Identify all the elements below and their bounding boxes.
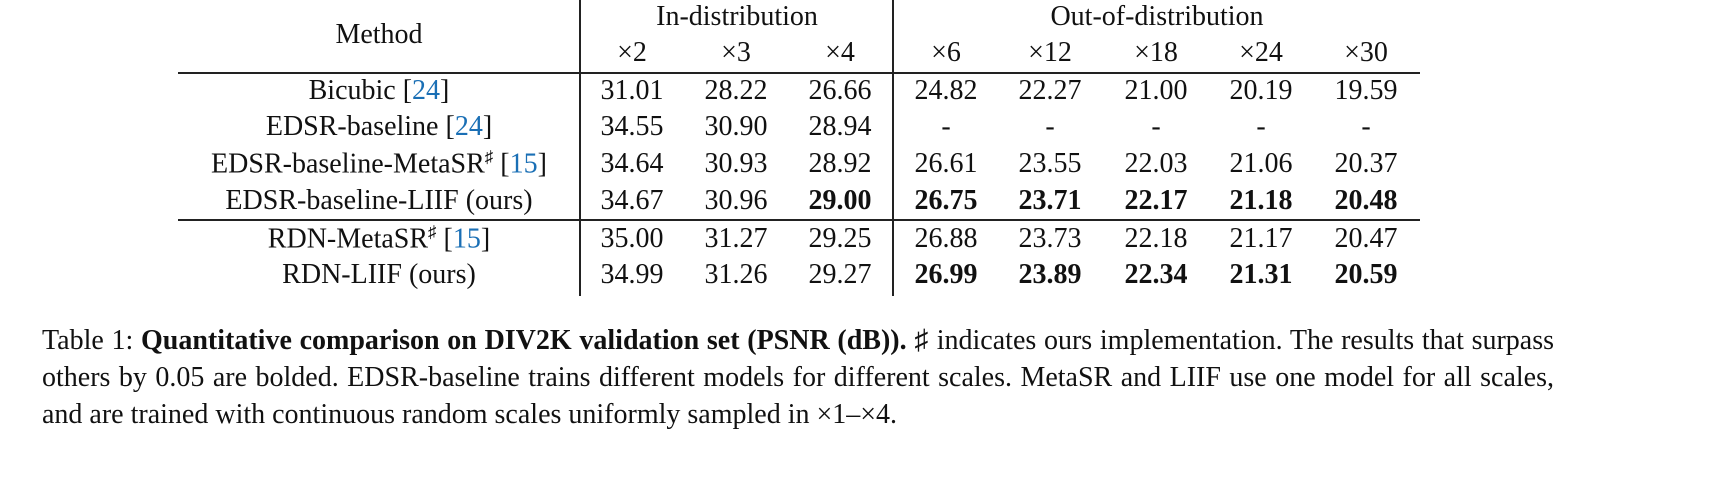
value-cell: 23.73: [1018, 223, 1082, 254]
header-method: Method: [335, 19, 423, 50]
value-cell: 20.48: [1334, 185, 1398, 216]
citation: 24: [412, 75, 441, 106]
value-cell: 26.66: [808, 75, 872, 106]
caption: Table 1: Quantitative comparison on DIV2…: [42, 322, 1554, 433]
value-cell: 21.31: [1229, 259, 1293, 290]
value-cell: 30.96: [704, 185, 768, 216]
header-group: In-distribution: [656, 1, 818, 32]
value-cell: 22.27: [1018, 75, 1082, 106]
bracket: [: [443, 223, 453, 255]
citation: 15: [452, 223, 481, 255]
value-cell: -: [1256, 111, 1266, 142]
value-cell: 26.61: [914, 148, 978, 179]
value-cell: -: [941, 111, 951, 142]
caption-text: ♯ indicates ours implementation. The res…: [42, 325, 1555, 430]
value-cell: 29.00: [808, 185, 872, 216]
value-cell: 23.89: [1018, 259, 1082, 290]
method-name: RDN-MetaSR: [267, 223, 429, 255]
value-cell: 31.01: [600, 75, 664, 106]
bracket: ]: [482, 111, 493, 142]
citation: 15: [509, 148, 538, 180]
value-cell: 28.22: [704, 75, 768, 106]
method-name: RDN-LIIF (ours): [282, 259, 476, 290]
bracket: ]: [440, 75, 450, 106]
header-scale: ×2: [617, 37, 647, 68]
method-cell: EDSR-baseline-MetaSR♯ [15]: [211, 148, 547, 181]
value-cell: 22.17: [1124, 185, 1188, 216]
value-cell: 20.47: [1334, 223, 1398, 254]
rule: [892, 0, 894, 296]
header-scale: ×30: [1344, 37, 1388, 68]
value-cell: 21.18: [1229, 185, 1293, 216]
value-cell: 26.99: [914, 259, 978, 290]
bracket: ]: [537, 148, 547, 180]
value-cell: 20.37: [1334, 148, 1398, 179]
header-scale: ×12: [1028, 37, 1072, 68]
method-cell: Bicubic [24]: [309, 75, 450, 107]
value-cell: 29.27: [808, 259, 872, 290]
method-name: Bicubic: [308, 75, 396, 106]
value-cell: 35.00: [600, 223, 664, 254]
citation: 24: [454, 111, 483, 142]
method-cell: EDSR-baseline [24]: [266, 111, 492, 143]
header-scale: ×3: [721, 37, 751, 68]
header-scale: ×18: [1134, 37, 1178, 68]
bracket: [: [402, 75, 413, 106]
header-scale: ×6: [931, 37, 961, 68]
value-cell: -: [1361, 111, 1371, 142]
superscript: ♯: [484, 147, 494, 167]
value-cell: 26.88: [914, 223, 978, 254]
value-cell: 22.18: [1124, 223, 1188, 254]
value-cell: 19.59: [1334, 75, 1398, 106]
value-cell: 24.82: [914, 75, 978, 106]
value-cell: 26.75: [914, 185, 978, 216]
value-cell: -: [1045, 111, 1055, 142]
header-scale: ×24: [1239, 37, 1283, 68]
value-cell: 21.06: [1229, 148, 1293, 179]
value-cell: 23.55: [1018, 148, 1082, 179]
value-cell: 22.03: [1124, 148, 1188, 179]
value-cell: 22.34: [1124, 259, 1188, 290]
superscript: ♯: [428, 222, 437, 242]
value-cell: 21.17: [1229, 223, 1293, 254]
value-cell: 20.19: [1229, 75, 1293, 106]
bracket: [: [500, 148, 510, 180]
value-cell: 23.71: [1018, 185, 1082, 216]
bracket: [: [445, 111, 455, 142]
method-name: EDSR-baseline-MetaSR: [211, 148, 485, 180]
rule: [178, 219, 1420, 221]
value-cell: 34.67: [600, 185, 664, 216]
rule: [579, 0, 581, 296]
caption-title: Quantitative comparison on DIV2K validat…: [141, 325, 907, 356]
header-group: Out-of-distribution: [1050, 1, 1264, 32]
method-name: EDSR-baseline: [265, 111, 439, 142]
value-cell: 30.90: [704, 111, 768, 142]
value-cell: 31.27: [704, 223, 768, 254]
value-cell: 29.25: [808, 223, 872, 254]
value-cell: 28.94: [808, 111, 872, 142]
value-cell: 30.93: [704, 148, 768, 179]
value-cell: 20.59: [1334, 259, 1398, 290]
bracket: ]: [480, 223, 491, 255]
value-cell: 28.92: [808, 148, 872, 179]
value-cell: 21.00: [1124, 75, 1188, 106]
caption-label: Table 1:: [42, 325, 134, 356]
method-cell: RDN-MetaSR♯ [15]: [268, 223, 490, 256]
header-scale: ×4: [825, 37, 855, 68]
value-cell: 34.99: [600, 259, 664, 290]
method-cell: EDSR-baseline-LIIF (ours): [225, 185, 532, 217]
method-name: EDSR-baseline-LIIF (ours): [225, 185, 533, 216]
value-cell: 34.55: [600, 111, 664, 142]
rule: [178, 72, 1420, 74]
value-cell: 31.26: [704, 259, 768, 290]
method-cell: RDN-LIIF (ours): [282, 259, 476, 291]
value-cell: 34.64: [600, 148, 664, 179]
value-cell: -: [1151, 111, 1161, 142]
